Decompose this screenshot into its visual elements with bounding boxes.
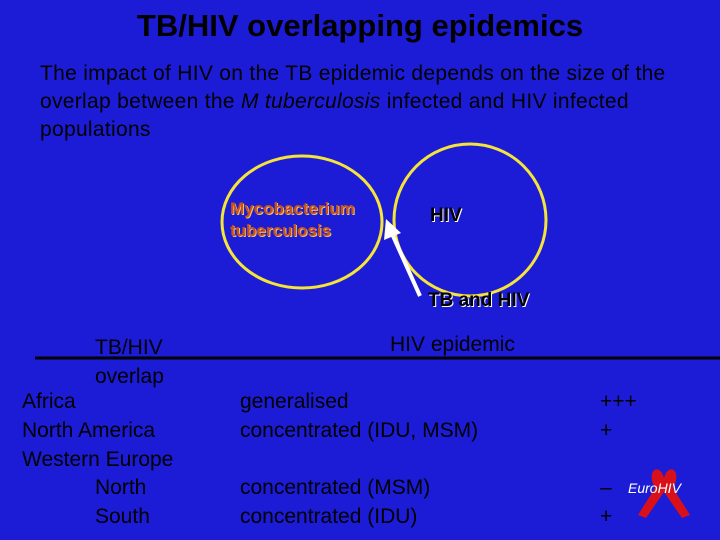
arrow-head: [384, 219, 401, 240]
title: TB/HIV overlapping epidemics: [136, 8, 584, 43]
region: South: [95, 505, 150, 529]
overlap: +: [600, 418, 613, 442]
venn-right: HIV: [430, 205, 462, 226]
intro: The impact of HIV on the TB epidemic dep…: [40, 60, 690, 144]
intro-text: infected and HIV infected populations: [40, 90, 629, 141]
hiv-circle: [392, 142, 548, 298]
header: HIV epidemic: [390, 333, 515, 356]
epidemic: concentrated (IDU, MSM): [240, 418, 479, 442]
venn-overlap: TB and HIV: [428, 290, 530, 311]
epidemic: generalised: [240, 390, 349, 413]
overlap: +++: [600, 390, 637, 413]
arrow: [391, 235, 422, 297]
region: North America: [22, 418, 156, 442]
epidemic: concentrated (MSM): [240, 476, 431, 500]
region: Africa: [22, 390, 76, 413]
epidemic: concentrated (IDU): [240, 505, 418, 529]
region: Western Europe: [22, 447, 174, 471]
ribbon: [638, 469, 690, 518]
overlap: +: [600, 505, 613, 529]
intro-text: The impact of HIV on the TB epidemic dep…: [40, 62, 666, 113]
header: TB/HIV overlap: [95, 336, 164, 388]
region: North: [95, 476, 147, 500]
overlap: –: [600, 476, 612, 500]
logo: EuroHIV: [628, 480, 681, 496]
tb-circle: [220, 154, 384, 290]
venn-left: Mycobacterium tuberculosis: [230, 199, 355, 240]
intro-italic: M tuberculosis: [240, 90, 381, 113]
